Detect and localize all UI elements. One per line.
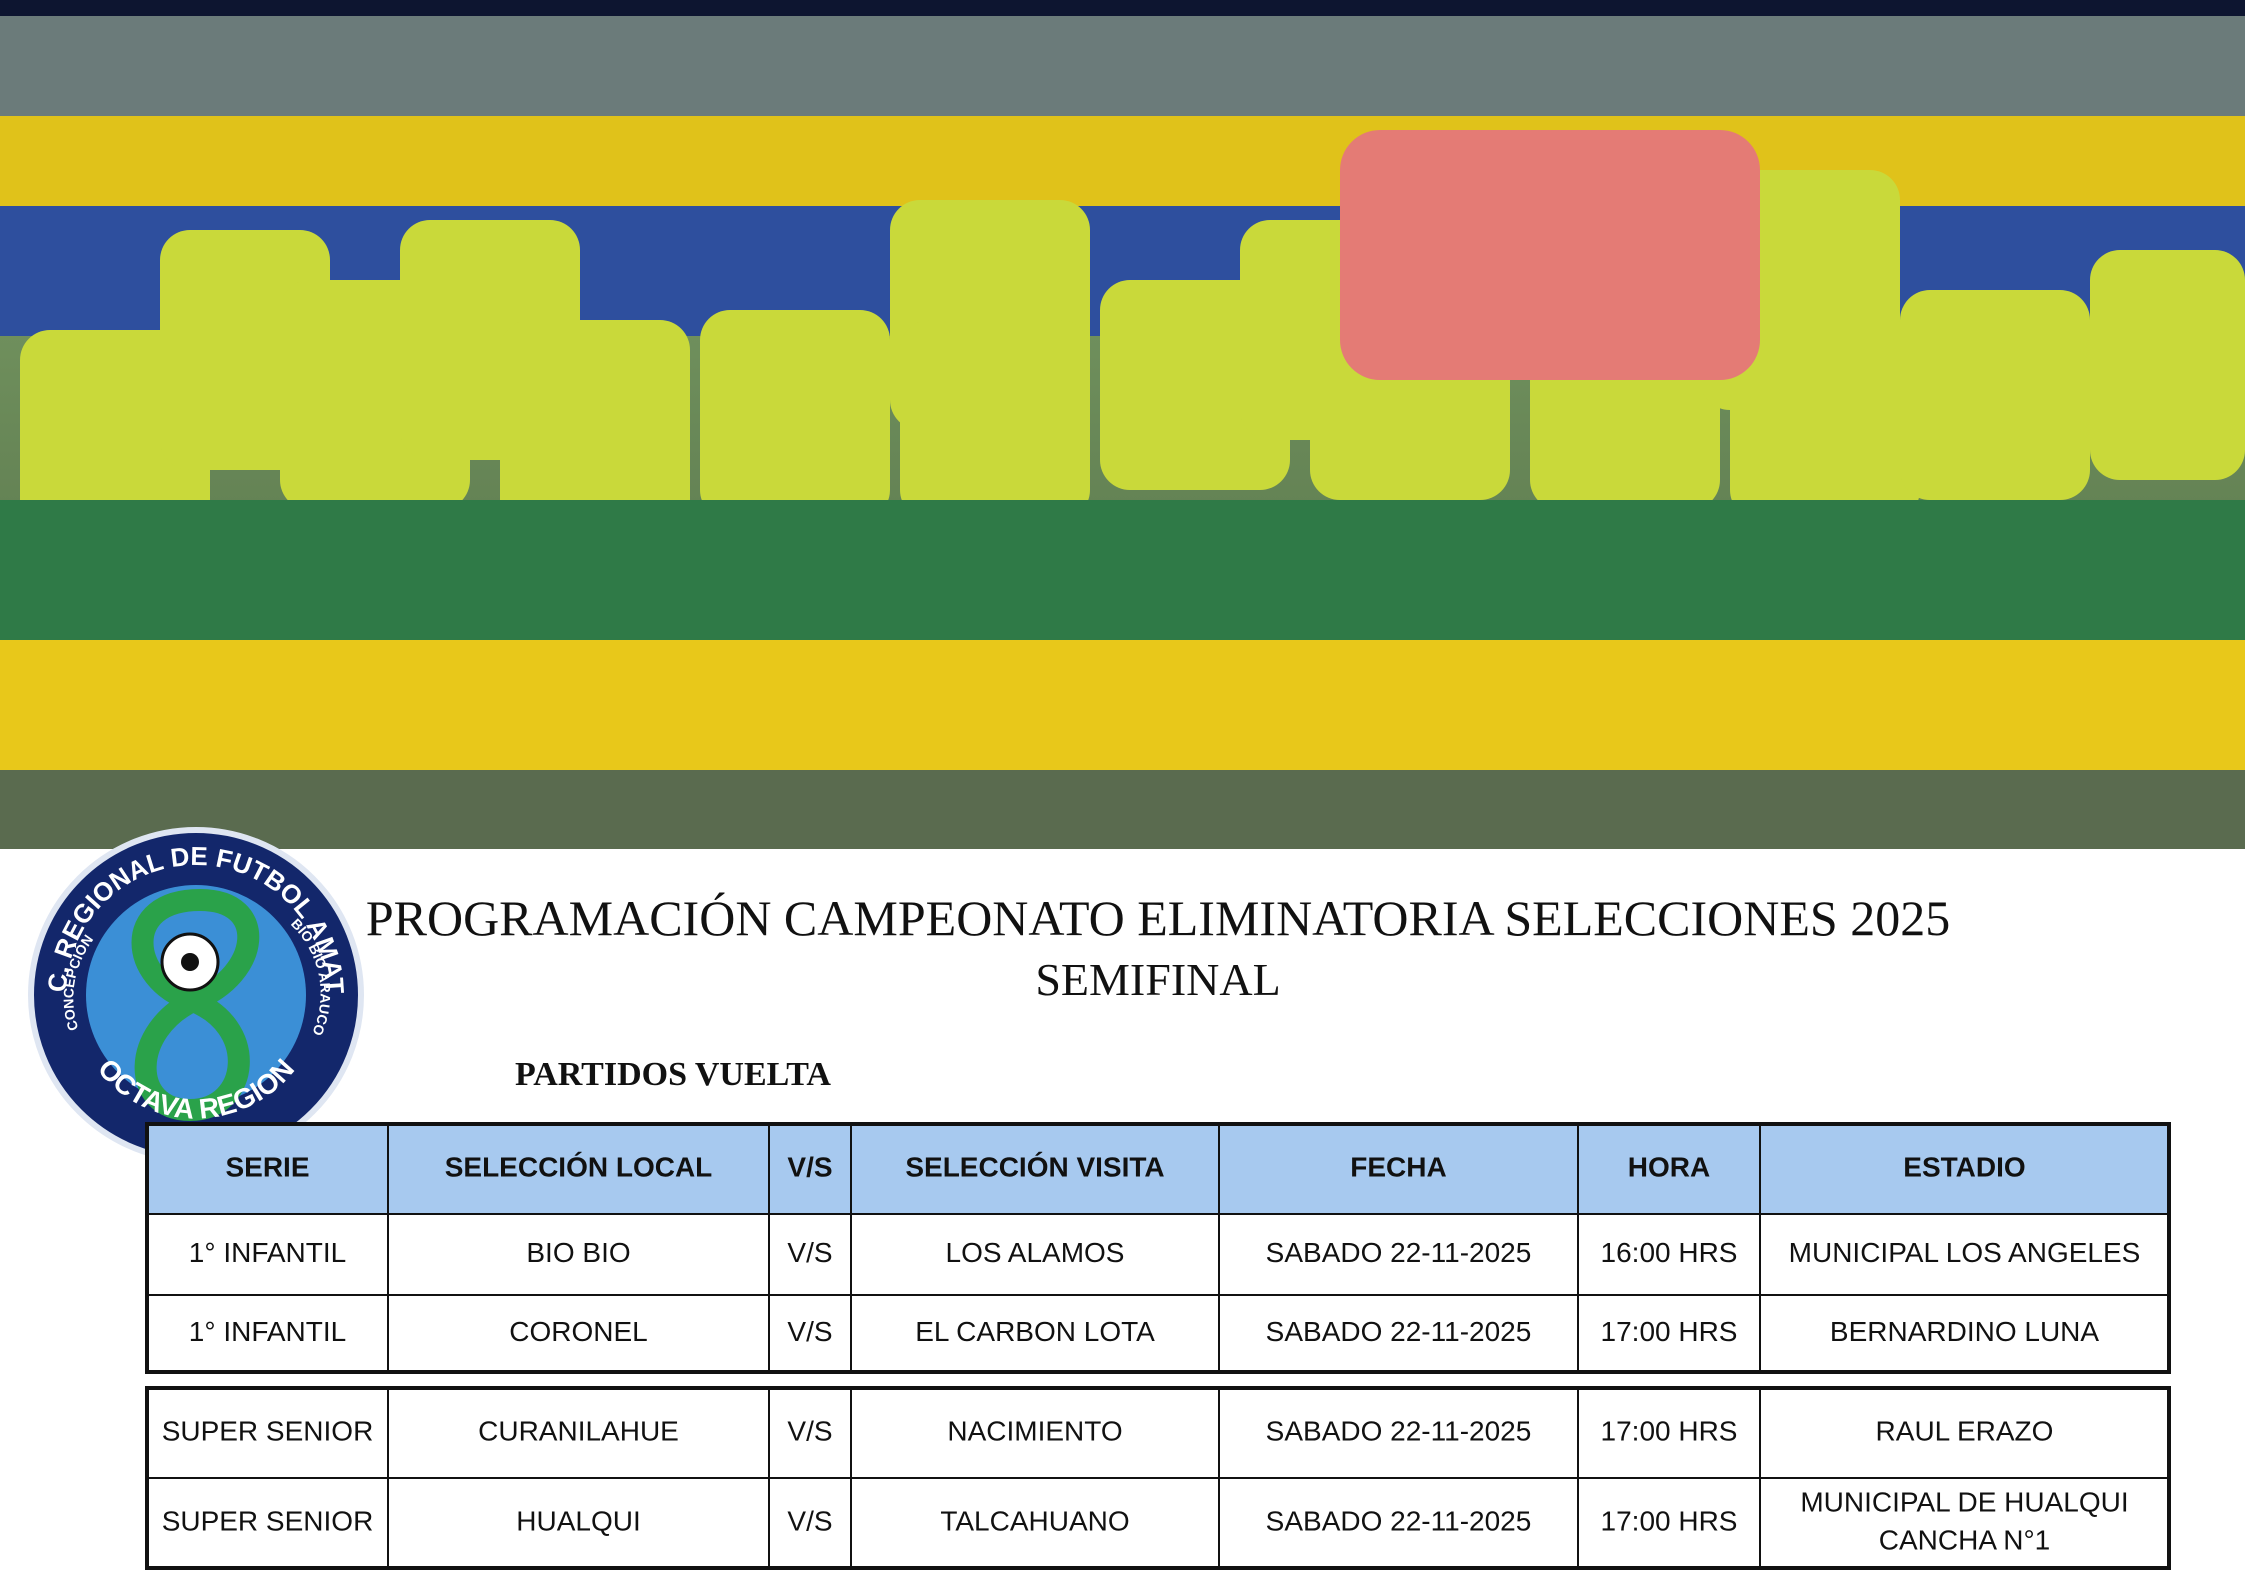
cell-text: SABADO 22-11-2025 [1266, 1237, 1532, 1268]
cell-text: HUALQUI [516, 1505, 640, 1536]
header-cell: HORA [1628, 1151, 1710, 1182]
cell-text: BIO BIO [526, 1237, 630, 1268]
cell-text: LOS ALAMOS [946, 1237, 1125, 1268]
cell-text: V/S [787, 1316, 832, 1347]
header-cell: SELECCIÓN LOCAL [445, 1151, 713, 1182]
cell-text: BERNARDINO LUNA [1830, 1316, 2099, 1347]
subtitle: SEMIFINAL [1035, 954, 1280, 1005]
cell-text: 16:00 HRS [1601, 1237, 1738, 1268]
cell-text: SABADO 22-11-2025 [1266, 1505, 1532, 1536]
header-cell: SERIE [225, 1151, 309, 1182]
cell-text: 1° INFANTIL [189, 1316, 346, 1347]
cell-text: CURANILAHUE [478, 1415, 679, 1446]
cell-text: RAUL ERAZO [1876, 1415, 2054, 1446]
cell-text: 17:00 HRS [1601, 1316, 1738, 1347]
cell-text: NACIMIENTO [947, 1415, 1122, 1446]
cell-text: EL CARBON LOTA [915, 1316, 1155, 1347]
cell-text: 17:00 HRS [1601, 1505, 1738, 1536]
cell-text: SABADO 22-11-2025 [1266, 1415, 1532, 1446]
block-border [145, 1386, 2171, 1570]
section-title: PARTIDOS VUELTA [515, 1056, 831, 1093]
team-photo [0, 0, 2245, 849]
cell-text: SUPER SENIOR [162, 1505, 374, 1536]
cell-text: V/S [787, 1237, 832, 1268]
cell-text: SUPER SENIOR [162, 1415, 374, 1446]
header-cell: SELECCIÓN VISITA [905, 1151, 1164, 1182]
header-fill [147, 1124, 2169, 1214]
cell-text: CORONEL [509, 1316, 647, 1347]
cell-text: 17:00 HRS [1601, 1415, 1738, 1446]
fixtures-table: SERIE SELECCIÓN LOCAL V/S SELECCIÓN VISITA F… [145, 1122, 2171, 1570]
cell-text: TALCAHUANO [940, 1505, 1129, 1536]
header-cell: ESTADIO [1903, 1151, 2025, 1182]
title: PROGRAMACIÓN CAMPEONATO ELIMINATORIA SEL… [366, 890, 1950, 946]
cell-text: SABADO 22-11-2025 [1266, 1316, 1532, 1347]
block-border [145, 1122, 2171, 1374]
header-cell: V/S [787, 1151, 832, 1182]
cell-text: MUNICIPAL LOS ANGELES [1789, 1237, 2141, 1268]
header-cell: FECHA [1350, 1151, 1446, 1182]
cell-text: V/S [787, 1415, 832, 1446]
cell-text: CANCHA N°1 [1879, 1524, 2050, 1555]
cell-text: V/S [787, 1505, 832, 1536]
cell-text: MUNICIPAL DE HUALQUI [1800, 1486, 2128, 1517]
cell-text: 1° INFANTIL [189, 1237, 346, 1268]
